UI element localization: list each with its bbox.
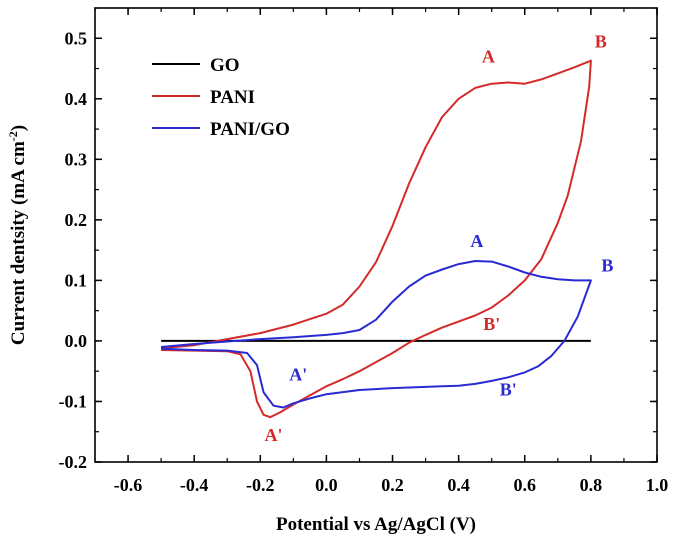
x-tick-label: 0.4 [447,475,470,495]
peak-annotation: B [595,31,607,51]
y-tick-label: 0.4 [65,89,88,109]
peak-annotation: A' [265,425,283,445]
y-tick-label: 0.3 [65,149,88,169]
legend-label-go: GO [210,55,240,76]
y-tick-label: -0.2 [59,452,88,472]
legend-label-pani-go: PANI/GO [210,119,290,140]
x-tick-label: 0.8 [580,475,603,495]
axis-ticks: -0.6 -0.4 -0.2 0.0 0.2 0.4 0.6 0.8 1.0 -0.2 -0.1 0.… [59,7,669,495]
annotation-group: A B A B B' A' B' A' [265,31,614,444]
legend: GO PANI PANI/GO [152,55,290,140]
x-tick-label: 0.6 [514,475,537,495]
series-group [161,59,592,419]
peak-annotation: A [470,231,483,251]
y-tick-label: 0.5 [65,28,88,48]
y-tick-label: -0.1 [59,391,88,411]
peak-annotation: A' [289,364,307,384]
y-axis-title-close: ) [8,125,29,131]
y-tick-label: 0.0 [65,331,88,351]
legend-label-pani: PANI [210,87,255,108]
y-axis-title-superscript: -2 [6,131,20,141]
y-axis-title: Current dentsity (mA cm-2) [6,125,29,345]
series-line-pani-go [161,260,592,409]
peak-annotation: B' [500,379,517,399]
peak-annotation: A [482,46,495,66]
plot-area: -0.6 -0.4 -0.2 0.0 0.2 0.4 0.6 0.8 1.0 -0.2 -0.1 0.… [59,7,669,495]
x-tick-label: 1.0 [646,475,669,495]
series-line-pani [161,59,592,419]
y-axis-title-main: Current dentsity (mA cm [8,141,29,345]
x-tick-label: -0.6 [114,475,143,495]
x-tick-label: 0.0 [315,475,338,495]
x-tick-label: -0.2 [246,475,275,495]
plot-frame [94,7,658,463]
peak-annotation: B' [483,314,500,334]
x-tick-label: -0.4 [180,475,209,495]
peak-annotation: B [601,255,613,275]
y-tick-label: 0.2 [65,210,88,230]
x-tick-label: 0.2 [381,475,404,495]
x-axis-title: Potential vs Ag/AgCl (V) [276,514,476,535]
y-tick-label: 0.1 [65,270,88,290]
